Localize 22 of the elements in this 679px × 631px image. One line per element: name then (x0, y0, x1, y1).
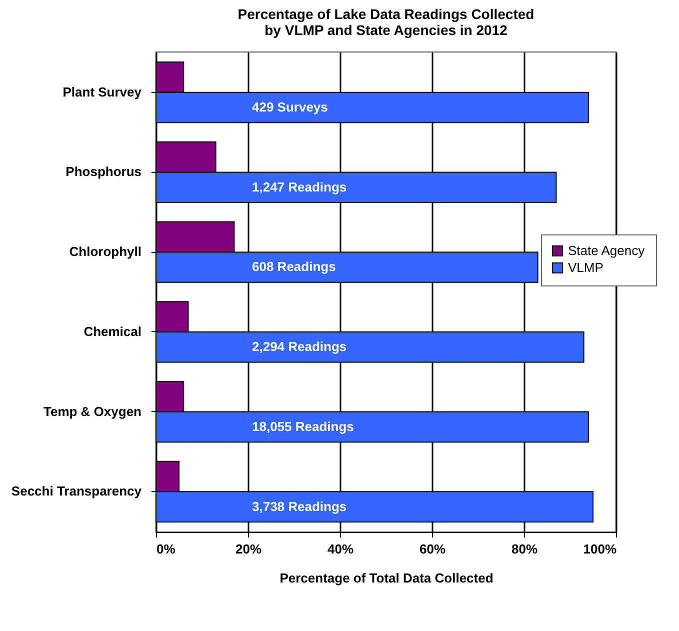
y-tick-label: Secchi Transparency (11, 484, 142, 499)
x-tick-label: 20% (235, 542, 262, 556)
y-tick-label: Plant Survey (62, 84, 142, 100)
annotation: 608 Readings (252, 259, 336, 274)
y-tick-label: Chemical (84, 324, 142, 339)
x-tick-label: 0% (156, 542, 176, 556)
annotation: 429 Surveys (252, 99, 328, 114)
x-tick-label: 80% (511, 542, 538, 556)
y-tick-label: Temp & Oxygen (43, 404, 142, 419)
annotation: 3,738 Readings (252, 498, 347, 514)
annotation: 18,055 Readings (252, 418, 354, 434)
legend-label: State Agency (568, 242, 646, 258)
legend-label: VLMP (568, 260, 604, 275)
y-tick-label: Phosphorus (66, 164, 142, 180)
chart-title: Percentage of Lake Data Readings Collected by VLMP and State Agencies in 2012 (238, 6, 534, 38)
x-tick-label: 100% (583, 542, 617, 556)
x-tick-label: 60% (419, 542, 446, 556)
x-axis-title: Percentage of Total Data Collected (280, 570, 494, 586)
x-tick-label: 40% (327, 542, 354, 556)
annotation: 2,294 Readings (252, 339, 347, 354)
y-tick-label: Chlorophyll (69, 244, 142, 260)
annotation: 1,247 Readings (252, 179, 347, 194)
